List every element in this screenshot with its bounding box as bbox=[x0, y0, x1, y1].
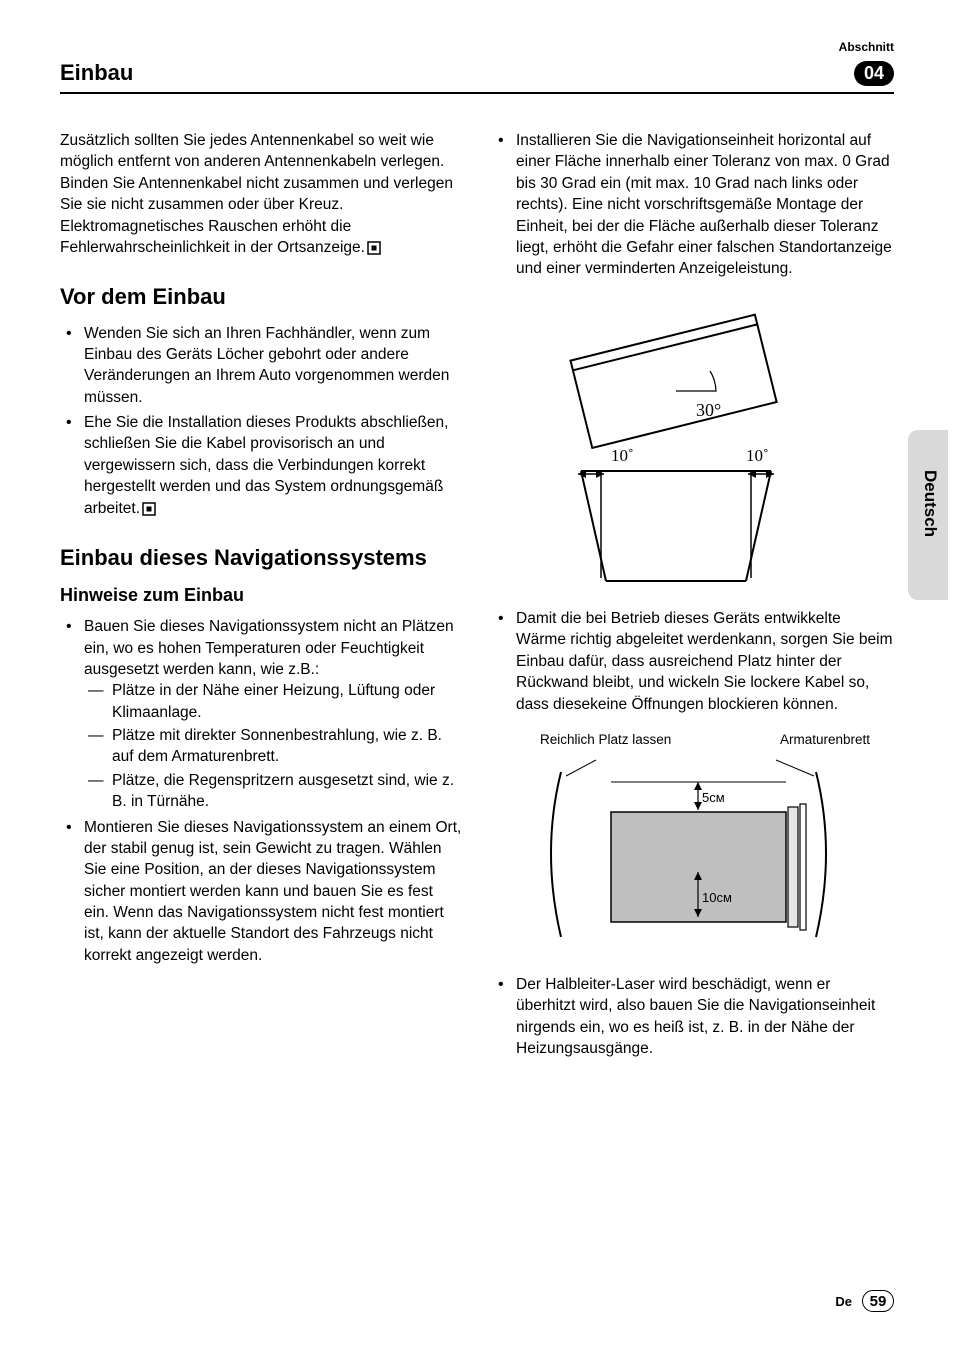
list-item: Bauen Sie dieses Navigationssystem nicht… bbox=[60, 616, 462, 812]
list-item: Plätze in der Nähe einer Heizung, Lüftun… bbox=[84, 680, 462, 723]
page-title: Einbau bbox=[60, 60, 133, 86]
section-number: 04 bbox=[854, 61, 894, 86]
sub-list: Plätze in der Nähe einer Heizung, Lüftun… bbox=[84, 680, 462, 812]
end-section-icon bbox=[142, 502, 156, 516]
footer-page-number: 59 bbox=[862, 1290, 894, 1312]
list-item: Montieren Sie dieses Navigationssystem a… bbox=[60, 817, 462, 967]
dim-5cm: 5см bbox=[702, 790, 725, 805]
list-item-text: Ehe Sie die Installation dieses Produkts… bbox=[84, 414, 448, 517]
angle-10-right-label: 10˚ bbox=[746, 446, 769, 465]
dim-10cm: 10см bbox=[702, 890, 732, 905]
label-left: Reichlich Platz lassen bbox=[540, 731, 671, 750]
left-column: Zusätzlich sollten Sie jedes Antennenkab… bbox=[60, 130, 462, 1063]
angle-10-left-label: 10˚ bbox=[611, 446, 634, 465]
intro-paragraph: Zusätzlich sollten Sie jedes Antennenkab… bbox=[60, 130, 462, 258]
angle-30-label: 30° bbox=[696, 400, 721, 420]
list-item: Damit die bei Betrieb dieses Geräts entw… bbox=[492, 608, 894, 715]
language-tab: Deutsch bbox=[920, 470, 940, 537]
end-section-icon bbox=[367, 241, 381, 255]
label-right: Armaturenbrett bbox=[780, 731, 870, 750]
install-notes-list: Bauen Sie dieses Navigationssystem nicht… bbox=[60, 616, 462, 966]
right-column: Installieren Sie die Navigationseinheit … bbox=[492, 130, 894, 1063]
list-item: Plätze mit direkter Sonnenbestrahlung, w… bbox=[84, 725, 462, 768]
footer-lang: De bbox=[835, 1294, 852, 1309]
intro-text: Zusätzlich sollten Sie jedes Antennenkab… bbox=[60, 132, 453, 256]
section-label: Abschnitt bbox=[839, 40, 894, 54]
clearance-diagram: Reichlich Platz lassen Armaturenbrett bbox=[516, 731, 894, 958]
list-item: Der Halbleiter-Laser wird beschädigt, we… bbox=[492, 974, 894, 1060]
list-item: Plätze, die Regenspritzern ausgesetzt si… bbox=[84, 770, 462, 813]
heading-einbau-nav: Einbau dieses Navigationssystems bbox=[60, 543, 462, 573]
pre-install-list: Wenden Sie sich an Ihren Fachhändler, we… bbox=[60, 323, 462, 519]
list-item-text: Bauen Sie dieses Navigationssystem nicht… bbox=[84, 618, 454, 678]
right-list: Installieren Sie die Navigationseinheit … bbox=[492, 130, 894, 280]
content-area: Zusätzlich sollten Sie jedes Antennenkab… bbox=[60, 130, 894, 1063]
list-item: Installieren Sie die Navigationseinheit … bbox=[492, 130, 894, 280]
diagram-labels-row: Reichlich Platz lassen Armaturenbrett bbox=[540, 731, 870, 750]
page-footer: De 59 bbox=[835, 1290, 894, 1312]
right-list-2: Damit die bei Betrieb dieses Geräts entw… bbox=[492, 608, 894, 715]
list-item: Ehe Sie die Installation dieses Produkts… bbox=[60, 412, 462, 519]
list-item: Wenden Sie sich an Ihren Fachhändler, we… bbox=[60, 323, 462, 409]
heading-vor-dem-einbau: Vor dem Einbau bbox=[60, 282, 462, 312]
subheading-hinweise: Hinweise zum Einbau bbox=[60, 583, 462, 608]
right-list-3: Der Halbleiter-Laser wird beschädigt, we… bbox=[492, 974, 894, 1060]
angle-diagram: 30° bbox=[516, 296, 894, 592]
page-header: Einbau 04 bbox=[60, 60, 894, 94]
